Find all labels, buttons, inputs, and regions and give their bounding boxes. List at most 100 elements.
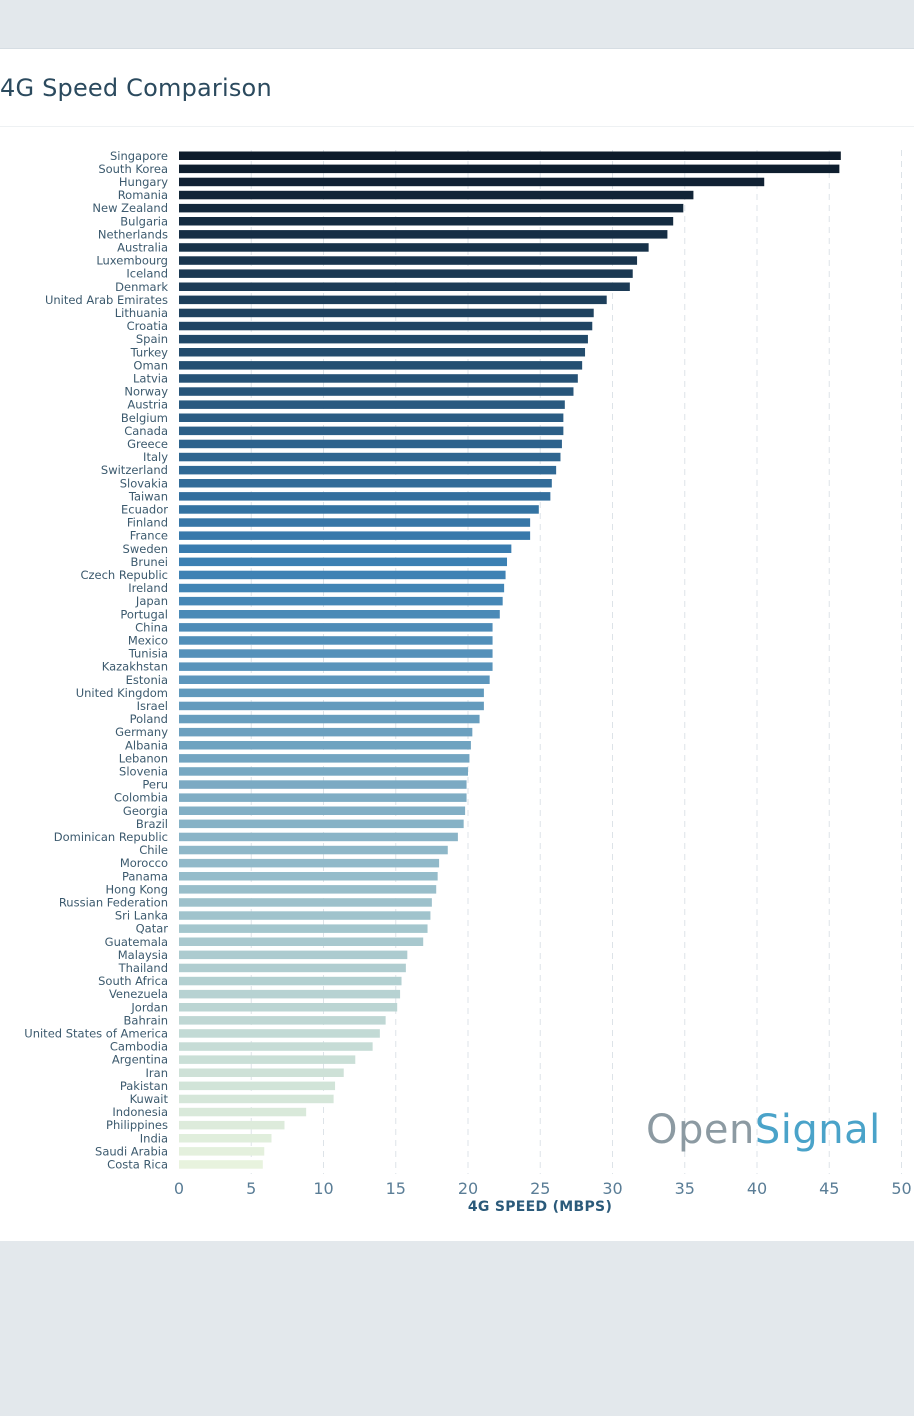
category-label: South Africa [98,974,168,988]
category-label: Albania [125,738,168,752]
logo-text-signal: Signal [754,1107,881,1153]
category-label: Saudi Arabia [95,1144,168,1158]
bar [179,203,684,213]
category-label: Netherlands [98,227,168,241]
category-label: Bahrain [124,1013,168,1027]
category-label: United Arab Emirates [45,293,168,307]
bar [179,858,440,868]
category-label: India [140,1131,168,1145]
bar [179,439,562,449]
category-label: Denmark [115,280,168,294]
bar [179,256,638,265]
category-label: Norway [124,385,168,399]
category-label: Germany [115,725,168,739]
bar [179,321,593,331]
bar [179,1016,386,1025]
bar [179,479,552,488]
category-label: Estonia [126,673,168,687]
x-tick-label: 45 [819,1179,839,1198]
category-label: Canada [124,424,168,438]
title-divider [0,126,914,127]
bar [179,872,438,881]
category-label: Greece [127,437,168,451]
gridlines [250,150,902,1174]
category-label: Romania [118,188,168,202]
category-label: Morocco [120,856,168,870]
logo-text-open: Open [646,1107,755,1153]
bar [179,898,432,907]
category-label: Guatemala [105,935,168,949]
category-label: Sri Lanka [115,909,168,923]
category-label: Sweden [123,542,168,556]
category-label: United States of America [24,1026,168,1040]
category-label: China [135,620,168,634]
bar [179,177,765,187]
bar [179,282,630,291]
bar [179,557,508,567]
bar [179,1003,398,1012]
bar [179,649,493,658]
x-tick-label: 20 [458,1179,478,1198]
bar [179,269,633,278]
category-label: Italy [143,450,168,464]
bar [179,1147,265,1156]
bar [179,1042,373,1051]
category-label: Brazil [136,817,168,831]
category-label: Philippines [106,1118,168,1132]
bar [179,1094,334,1104]
x-tick-label: 40 [747,1179,767,1198]
category-label: South Korea [98,162,168,176]
category-label: Iceland [126,267,168,281]
category-label: Croatia [127,319,168,333]
bar [179,295,607,305]
bar [179,701,484,711]
category-label: Switzerland [101,463,168,477]
bar [179,452,561,462]
bar [179,819,464,829]
bar [179,806,466,815]
bar [179,911,431,920]
bar [179,1120,285,1130]
bar [179,950,408,960]
bar [179,610,500,619]
bar [179,780,467,789]
category-label: Belgium [121,411,168,425]
category-label: Russian Federation [59,895,168,909]
category-label: Argentina [112,1053,168,1067]
bar [179,767,468,776]
bar [179,1029,380,1038]
chart-title: 4G Speed Comparison [0,74,272,102]
bar [179,570,506,580]
bar [179,505,539,514]
bar [179,662,493,671]
category-label: Thailand [118,961,168,975]
category-label: Luxembourg [96,254,168,268]
bar [179,793,467,802]
category-label: Indonesia [112,1105,168,1119]
bar [179,387,574,396]
category-label: Ecuador [121,502,168,516]
bar [179,1055,356,1064]
category-label: Slovenia [119,764,168,778]
category-label: Lithuania [115,306,168,320]
bar [179,688,484,698]
bar [179,1081,336,1091]
bar [179,1107,307,1117]
bar [179,924,428,933]
category-label: Qatar [136,922,169,936]
category-label: Mexico [128,633,168,647]
bar [179,845,448,855]
bar [179,1160,263,1169]
x-tick-label: 5 [246,1179,256,1198]
category-label: Portugal [120,607,168,621]
category-label: Dominican Republic [54,830,168,844]
bar [179,885,437,894]
category-label: Austria [127,398,168,412]
category-label: Tunisia [128,647,168,661]
bar [179,937,424,946]
category-label: Venezuela [109,987,168,1001]
category-label: Czech Republic [80,568,168,582]
bar [179,675,490,684]
category-label: Bulgaria [120,214,168,228]
